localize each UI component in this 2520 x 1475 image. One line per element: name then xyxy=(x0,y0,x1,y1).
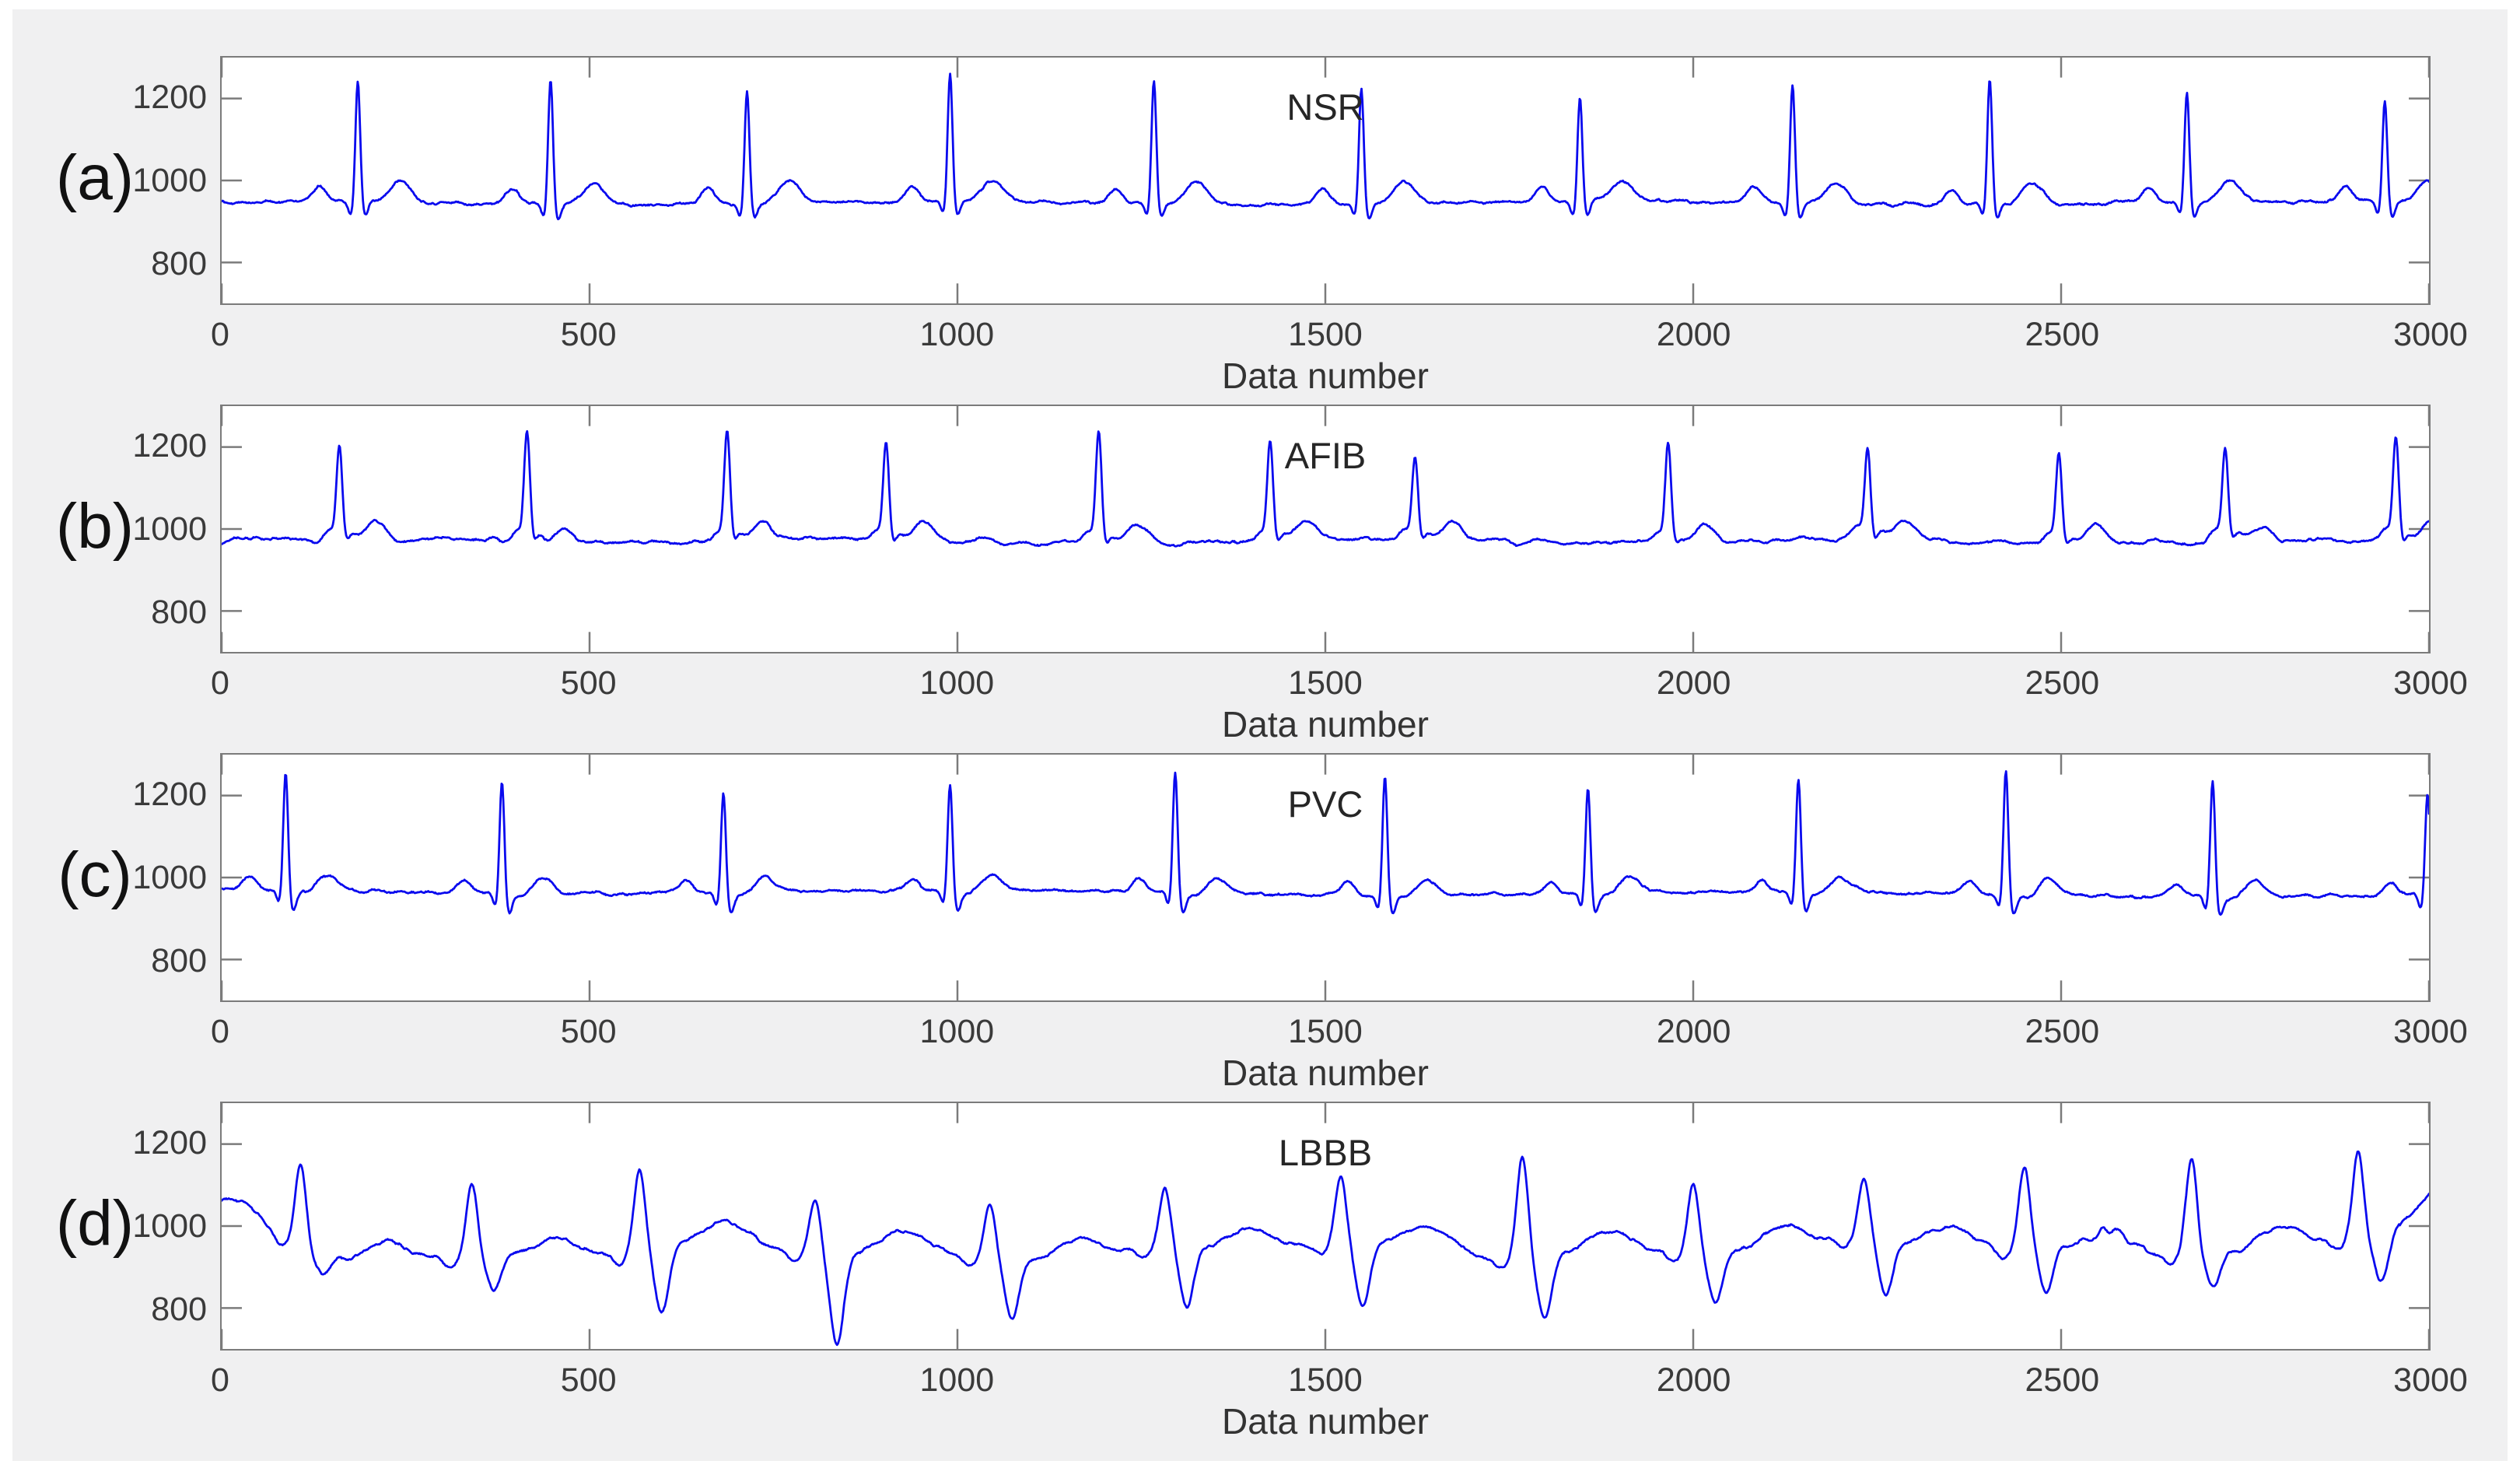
x-tick-label: 2000 xyxy=(1656,316,1731,353)
x-tick-label: 500 xyxy=(560,1013,617,1050)
plot-title: AFIB xyxy=(1284,435,1367,476)
x-tick-label: 1000 xyxy=(919,316,995,353)
x-tick-label: 1500 xyxy=(1288,1361,1363,1399)
y-tick-label: 1000 xyxy=(132,859,207,896)
y-tick-label: 1200 xyxy=(132,79,207,117)
x-tick-label: 3000 xyxy=(2393,664,2468,702)
plot-title: NSR xyxy=(1286,86,1364,128)
x-axis-label: Data number xyxy=(1222,704,1429,745)
x-axis-label: Data number xyxy=(1222,1401,1429,1442)
x-tick-label: 1000 xyxy=(919,1013,995,1050)
x-tick-label: 500 xyxy=(560,664,617,702)
x-tick-label: 500 xyxy=(560,316,617,353)
x-tick-label: 500 xyxy=(560,1361,617,1399)
x-tick-label: 0 xyxy=(211,664,229,702)
x-tick-label: 3000 xyxy=(2393,1013,2468,1050)
panel-letter: (d) xyxy=(55,1188,135,1259)
plot-area: PVC xyxy=(220,753,2431,1002)
plot-area: LBBB xyxy=(220,1102,2431,1351)
axis-tick-marks xyxy=(222,406,2429,652)
panel-letter: (c) xyxy=(58,839,132,910)
axis-tick-marks xyxy=(222,755,2429,1000)
x-tick-label: 0 xyxy=(211,1013,229,1050)
y-tick-label: 1000 xyxy=(132,162,207,199)
ecg-waveform xyxy=(222,72,2429,221)
x-tick-label: 3000 xyxy=(2393,1361,2468,1399)
y-tick-label: 1200 xyxy=(132,427,207,465)
x-tick-label: 2000 xyxy=(1656,1013,1731,1050)
ecg-trace-svg xyxy=(222,58,2429,303)
ecg-trace-svg xyxy=(222,755,2429,1000)
x-axis-label: Data number xyxy=(1222,356,1429,396)
x-tick-label: 2500 xyxy=(2025,664,2100,702)
y-tick-label: 1200 xyxy=(132,776,207,814)
x-tick-label: 3000 xyxy=(2393,316,2468,353)
ecg-panel: (b) AFIB Data number 1200 1000 800 0 500 1000… xyxy=(12,9,2508,1461)
x-tick-label: 0 xyxy=(211,316,229,353)
plot-title: LBBB xyxy=(1278,1132,1373,1173)
x-tick-label: 2000 xyxy=(1656,1361,1731,1399)
y-tick-label: 1200 xyxy=(132,1124,207,1162)
plot-title: PVC xyxy=(1287,783,1363,825)
y-tick-label: 800 xyxy=(151,941,207,979)
plot-area: NSR xyxy=(220,56,2431,305)
figure-canvas: (a) NSR Data number 1200 1000 800 0 500 1000 1… xyxy=(12,9,2508,1461)
y-tick-label: 800 xyxy=(151,1290,207,1328)
x-axis-label: Data number xyxy=(1222,1053,1429,1093)
ecg-panel: (a) NSR Data number 1200 1000 800 0 500 1000 1… xyxy=(12,9,2508,1461)
y-tick-label: 800 xyxy=(151,244,207,282)
x-tick-label: 0 xyxy=(211,1361,229,1399)
x-tick-label: 1000 xyxy=(919,1361,995,1399)
ecg-panel: (d) LBBB Data number 1200 1000 800 0 500 1000… xyxy=(12,9,2508,1461)
x-tick-label: 1000 xyxy=(919,664,995,702)
axis-tick-marks xyxy=(222,1103,2429,1349)
y-tick-label: 800 xyxy=(151,593,207,631)
axis-tick-marks xyxy=(222,58,2429,303)
x-tick-label: 2500 xyxy=(2025,316,2100,353)
y-tick-label: 1000 xyxy=(132,1207,207,1245)
ecg-panel: (c) PVC Data number 1200 1000 800 0 500 1000 1… xyxy=(12,9,2508,1461)
panel-letter: (b) xyxy=(55,491,135,562)
ecg-waveform xyxy=(222,1150,2429,1347)
ecg-waveform xyxy=(222,770,2429,916)
x-tick-label: 2000 xyxy=(1656,664,1731,702)
ecg-trace-svg xyxy=(222,406,2429,652)
x-tick-label: 1500 xyxy=(1288,1013,1363,1050)
x-tick-label: 2500 xyxy=(2025,1013,2100,1050)
panel-letter: (a) xyxy=(55,142,135,213)
x-tick-label: 2500 xyxy=(2025,1361,2100,1399)
x-tick-label: 1500 xyxy=(1288,664,1363,702)
y-tick-label: 1000 xyxy=(132,510,207,548)
plot-area: AFIB xyxy=(220,405,2431,653)
ecg-waveform xyxy=(222,429,2429,548)
x-tick-label: 1500 xyxy=(1288,316,1363,353)
ecg-trace-svg xyxy=(222,1103,2429,1349)
